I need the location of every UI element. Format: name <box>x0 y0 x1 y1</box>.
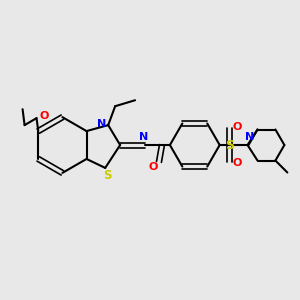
Text: O: O <box>148 162 158 172</box>
Text: O: O <box>233 122 242 132</box>
Text: S: S <box>225 139 234 152</box>
Text: N: N <box>97 119 106 129</box>
Text: O: O <box>40 111 49 121</box>
Text: N: N <box>140 132 149 142</box>
Text: S: S <box>103 169 111 182</box>
Text: O: O <box>233 158 242 168</box>
Text: N: N <box>245 132 254 142</box>
